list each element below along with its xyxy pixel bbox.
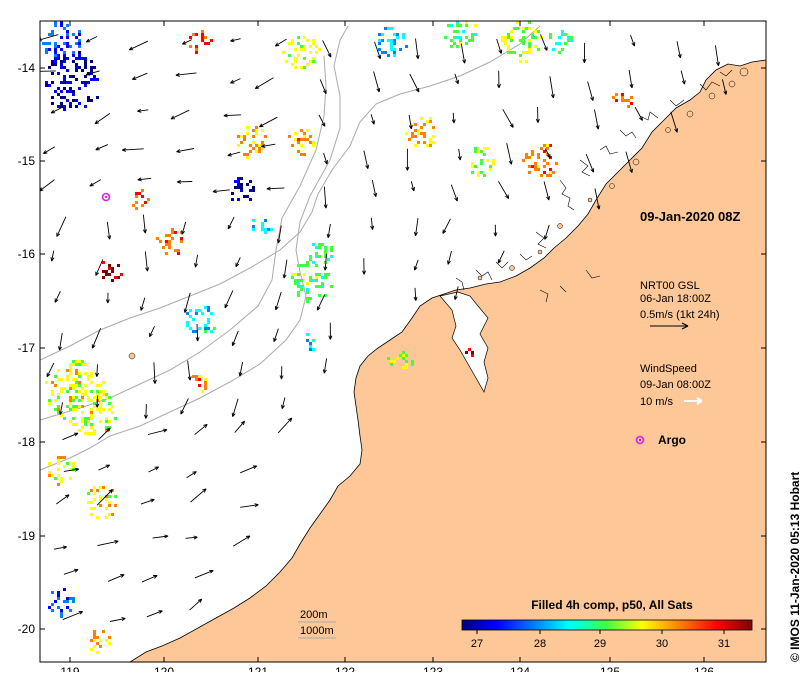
x-tick-label: 126 xyxy=(694,665,714,672)
credit-text: © IMOS 11-Jan-2020 05:13 Hobart xyxy=(788,472,802,662)
colorbar-tick-label: 29 xyxy=(594,638,606,650)
colorbar: Filled 4h comp, p50, All Sats 27 28 29 30 31 xyxy=(461,598,753,650)
y-tick-label: -19 xyxy=(18,529,36,543)
islands xyxy=(128,67,749,360)
contour-legend-200m: 200m xyxy=(300,609,328,621)
y-tick-label: -15 xyxy=(18,154,36,168)
x-tick-label: 125 xyxy=(600,665,620,672)
colorbar-tick-label: 30 xyxy=(656,638,668,650)
colorbar-gradient xyxy=(461,619,753,631)
current-scale-arrowhead xyxy=(681,322,689,330)
current-legend: NRT00 GSL 06-Jan 18:00Z 0.5m/s (1kt 24h) xyxy=(640,280,719,330)
contour-1000m xyxy=(40,25,349,471)
x-tick-label: 119 xyxy=(60,665,79,672)
argo-float-marker xyxy=(101,192,111,202)
colorbar-tick-label: 28 xyxy=(534,638,546,650)
contour-legend: 200m 1000m xyxy=(298,609,336,639)
wind-legend-title: WindSpeed xyxy=(640,363,697,375)
y-tick-label: -17 xyxy=(18,341,36,355)
date-label: 09-Jan-2020 08Z xyxy=(640,209,741,224)
contour-shelf-west xyxy=(40,55,327,421)
y-axis: -14 -15 -16 -17 -18 -19 -20 xyxy=(18,61,766,636)
current-legend-time: 06-Jan 18:00Z xyxy=(640,293,711,305)
wind-scale-arrowhead xyxy=(696,397,703,405)
coast-detail xyxy=(455,69,733,303)
y-tick-label: -14 xyxy=(18,61,36,75)
wind-legend-time: 09-Jan 08:00Z xyxy=(640,379,711,391)
plot-frame xyxy=(39,20,767,663)
current-legend-title: NRT00 GSL xyxy=(640,280,700,292)
colorbar-title: Filled 4h comp, p50, All Sats xyxy=(531,598,693,612)
argo-legend-icon xyxy=(635,435,645,445)
contour-200m xyxy=(40,25,541,361)
argo-legend: Argo xyxy=(635,433,686,447)
x-tick-label: 121 xyxy=(248,665,268,672)
x-tick-label: 123 xyxy=(423,665,443,672)
y-tick-label: -20 xyxy=(18,622,36,636)
wind-legend: WindSpeed 09-Jan 08:00Z 10 m/s xyxy=(640,363,711,408)
argo-legend-label: Argo xyxy=(658,433,686,447)
sst-patches xyxy=(42,21,633,654)
x-tick-label: 124 xyxy=(510,665,530,672)
y-tick-label: -18 xyxy=(18,435,36,449)
colorbar-tick-label: 27 xyxy=(471,638,483,650)
colorbar-tick-label: 31 xyxy=(718,638,730,650)
x-tick-label: 120 xyxy=(154,665,174,672)
wind-legend-scale: 10 m/s xyxy=(640,396,674,408)
land-mass xyxy=(129,59,766,662)
map-plot-area xyxy=(40,21,766,662)
contour-legend-1000m: 1000m xyxy=(300,625,334,637)
y-tick-label: -16 xyxy=(18,247,36,261)
inlet xyxy=(439,291,489,393)
colorbar-ticks: 27 28 29 30 31 xyxy=(471,630,730,650)
x-tick-label: 122 xyxy=(335,665,355,672)
current-legend-scale: 0.5m/s (1kt 24h) xyxy=(640,309,719,321)
current-arrows xyxy=(40,34,728,622)
